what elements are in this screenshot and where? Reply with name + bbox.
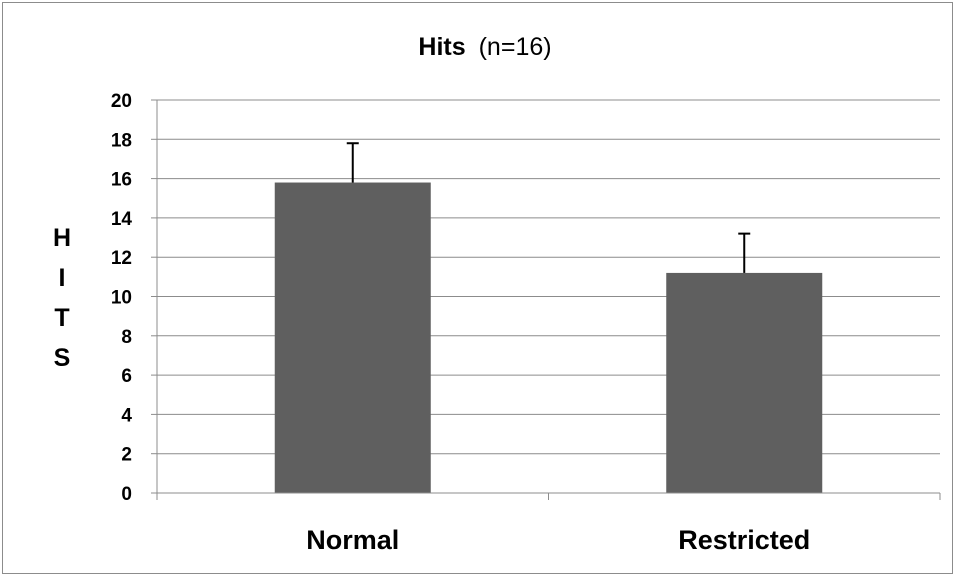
y-tick-label: 12 xyxy=(111,248,132,269)
y-tick-label: 8 xyxy=(121,327,132,348)
chart-title-main: Hits xyxy=(418,33,465,61)
y-tick-labels: 0 2 4 6 8 10 12 14 16 18 20 xyxy=(111,91,133,505)
bars xyxy=(274,182,823,493)
category-label-normal: Normal xyxy=(306,525,399,555)
y-tick-label: 14 xyxy=(111,209,133,230)
gridlines xyxy=(157,99,940,455)
y-tick-label: 4 xyxy=(121,405,132,426)
y-tick-label: 6 xyxy=(121,366,132,387)
category-label-restricted: Restricted xyxy=(678,525,810,555)
y-tick-label: 0 xyxy=(121,484,132,505)
bar-restricted xyxy=(666,272,823,493)
chart-title: Hits (n=16) xyxy=(418,33,551,61)
chart-title-subtitle: (n=16) xyxy=(479,33,552,61)
y-tick-label: 20 xyxy=(111,91,132,112)
axes xyxy=(151,99,941,500)
bar-normal xyxy=(274,182,431,493)
y-tick-label: 18 xyxy=(111,130,132,151)
y-tick-label: 2 xyxy=(121,445,132,466)
category-labels: Normal Restricted xyxy=(306,525,810,555)
y-tick-label: 16 xyxy=(111,170,132,191)
error-bars xyxy=(346,142,751,273)
y-tick-label: 10 xyxy=(111,288,132,309)
